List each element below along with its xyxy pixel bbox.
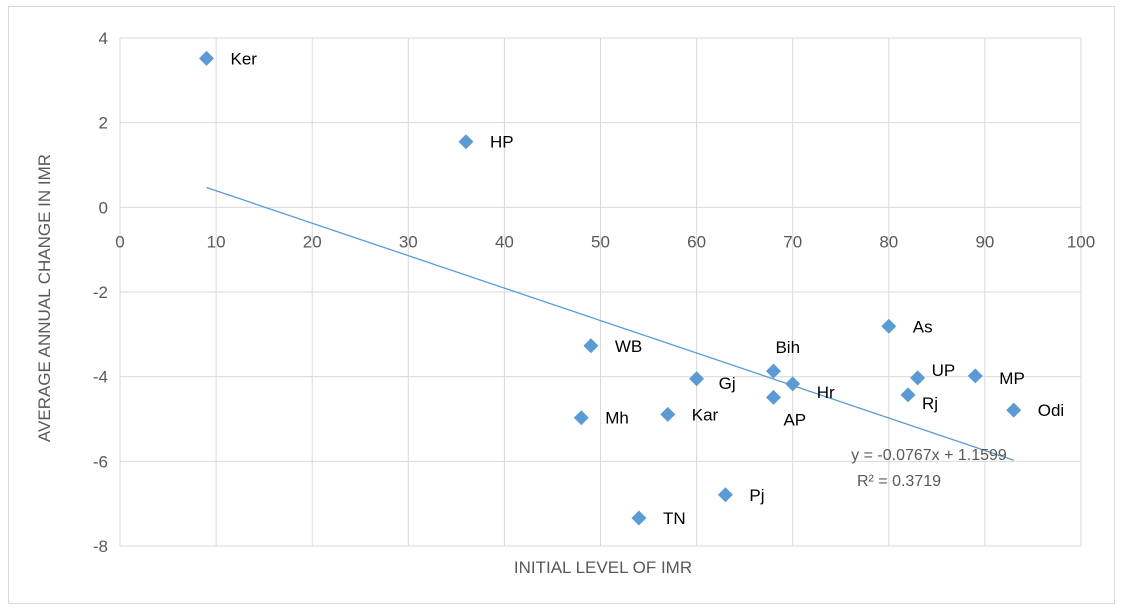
data-point-label: HP	[490, 133, 514, 152]
data-point-label: WB	[615, 337, 642, 356]
data-point-label: MP	[999, 369, 1025, 388]
data-point-marker	[631, 510, 647, 526]
x-tick-label: 80	[879, 232, 898, 251]
data-point-marker	[458, 134, 474, 150]
y-tick-label: 2	[99, 114, 108, 133]
data-point-label: Pj	[749, 486, 764, 505]
data-point-label: As	[913, 317, 933, 336]
chart-area	[8, 6, 1115, 604]
x-tick-labels: 0 10 20 30 40 50 60 70 80 90 100	[115, 232, 1095, 251]
data-point-marker	[967, 368, 983, 384]
data-point-label: Ker	[230, 49, 257, 68]
y-axis-title: AVERAGE ANNUAL CHANGE IN IMR	[35, 154, 54, 442]
x-tick-label: 70	[783, 232, 802, 251]
y-tick-label: -2	[93, 283, 108, 302]
data-point-marker	[689, 371, 705, 387]
trendline-equation: y = -0.0767x + 1.1599	[851, 447, 1007, 464]
x-tick-label: 50	[591, 232, 610, 251]
x-tick-label: 30	[399, 232, 418, 251]
data-point-marker	[881, 318, 897, 334]
gridlines	[119, 37, 1082, 547]
x-axis-title: INITIAL LEVEL OF IMR	[514, 558, 692, 577]
data-point-marker	[900, 387, 916, 403]
data-point-marker	[717, 487, 733, 503]
data-point-label: Rj	[922, 394, 938, 413]
data-point-label: Bih	[775, 338, 800, 357]
data-point-marker	[1006, 402, 1022, 418]
y-tick-label: -4	[93, 368, 108, 387]
data-point-label: Gj	[719, 374, 736, 393]
data-point-label: UP	[932, 361, 956, 380]
y-tick-label: 0	[99, 198, 108, 217]
x-tick-label: 20	[303, 232, 322, 251]
data-point-marker	[765, 389, 781, 405]
data-point-marker	[910, 370, 926, 386]
data-point-label: AP	[783, 410, 806, 429]
x-tick-label: 90	[975, 232, 994, 251]
x-tick-label: 10	[207, 232, 226, 251]
data-point-label: Mh	[605, 409, 629, 428]
data-point-marker	[198, 50, 214, 66]
data-point-marker	[765, 363, 781, 379]
y-tick-label: -6	[93, 452, 108, 471]
x-tick-label: 100	[1067, 232, 1095, 251]
x-tick-label: 60	[687, 232, 706, 251]
data-points: Ker HP WB Mh Kar TN Gj Pj Bih AP Hr As UP Rj MP Odi	[198, 49, 1064, 528]
data-point-marker	[583, 338, 599, 354]
data-point-marker	[660, 406, 676, 422]
data-point-marker	[785, 376, 801, 392]
trendline	[206, 186, 1014, 461]
data-point-label: Hr	[817, 383, 835, 402]
data-point-marker	[573, 410, 589, 426]
data-point-label: Odi	[1038, 401, 1064, 420]
r-squared-label: R² = 0.3719	[857, 473, 941, 490]
y-tick-label: 4	[99, 29, 108, 48]
data-point-label: TN	[663, 509, 686, 528]
y-tick-labels: 4 2 0 -2 -4 -6 -8	[93, 29, 108, 556]
y-tick-label: -8	[93, 537, 108, 556]
x-tick-label: 0	[115, 232, 124, 251]
x-tick-label: 40	[495, 232, 514, 251]
data-point-label: Kar	[692, 405, 719, 424]
